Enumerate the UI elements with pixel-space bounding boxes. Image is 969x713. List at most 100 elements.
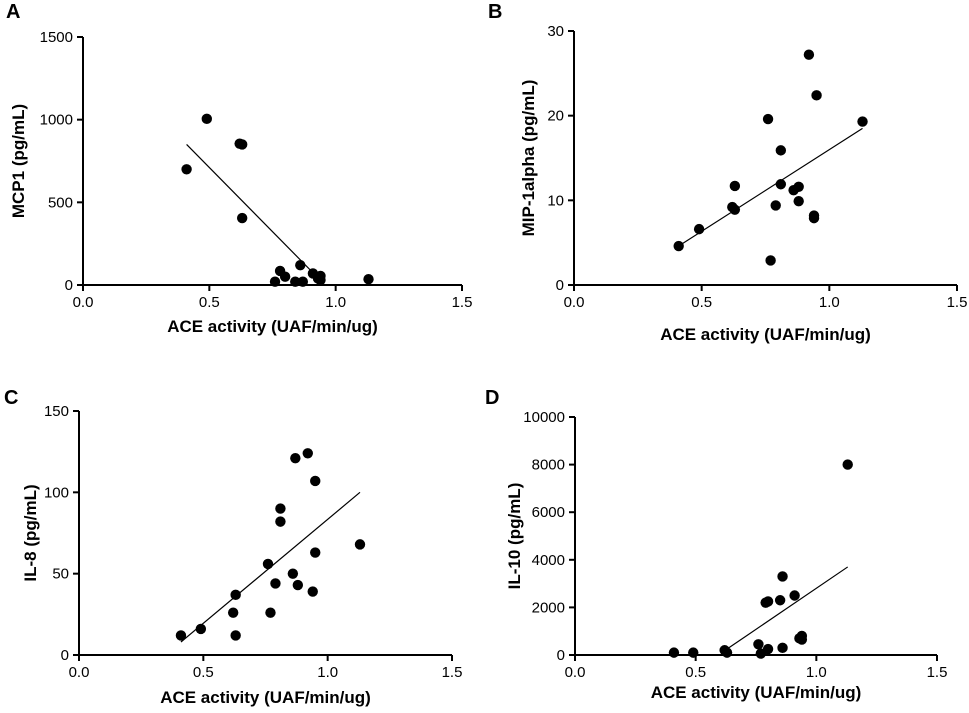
data-point (270, 578, 281, 589)
data-point (290, 276, 301, 287)
x-tick-label: 1.5 (947, 294, 968, 311)
data-point (808, 212, 820, 224)
x-tick-label: 0.0 (564, 294, 585, 311)
data-point (777, 571, 788, 582)
data-point (275, 503, 286, 514)
data-point (842, 459, 853, 470)
data-point (175, 630, 187, 641)
y-tick-label: 150 (44, 403, 69, 420)
chart-panel-c: C 0.0 0.5 1.0 1.5 0 50 100 150 ACE activity (UAF/… (4, 387, 462, 707)
data-point (236, 139, 248, 150)
x-tick-label: 1.5 (452, 294, 473, 311)
y-tick-label: 0 (65, 277, 73, 294)
data-point (668, 647, 680, 658)
y-tick-label: 0 (557, 647, 565, 664)
data-point (796, 634, 808, 645)
data-point (310, 475, 321, 487)
data-point (307, 586, 318, 597)
regression-line (678, 127, 863, 247)
x-tick-label: 0.5 (199, 294, 220, 311)
x-tick-label: 1.0 (325, 294, 346, 311)
data-point (775, 179, 787, 190)
y-tick-label: 10 (547, 192, 564, 209)
data-point (693, 223, 705, 235)
data-point (302, 448, 313, 459)
x-tick-label: 0.0 (69, 664, 90, 681)
panel-letter: B (488, 1, 502, 23)
y-tick-label: 2000 (532, 599, 565, 616)
y-tick-label: 1500 (40, 29, 73, 46)
data-point (857, 116, 868, 127)
data-point (762, 596, 774, 607)
data-point (315, 274, 326, 286)
data-point (279, 271, 291, 282)
data-point (265, 607, 276, 618)
data-point (673, 240, 684, 252)
data-point (789, 590, 800, 601)
data-point (287, 568, 299, 579)
y-tick-label: 100 (44, 484, 69, 501)
data-point (753, 639, 764, 650)
data-point (195, 623, 207, 635)
data-point (777, 642, 788, 654)
x-axis-title: ACE activity (UAF/min/ug) (160, 688, 371, 707)
x-tick-label: 1.5 (927, 664, 948, 681)
data-point (262, 558, 274, 570)
y-tick-label: 0 (61, 647, 69, 664)
data-point (688, 647, 699, 658)
data-point (230, 630, 241, 641)
y-tick-label: 1000 (40, 112, 73, 129)
chart-panel-a: A 0.0 0.5 1.0 1.5 0 500 1000 1500 ACE activity (U… (6, 1, 472, 336)
data-point (793, 181, 804, 192)
data-point (793, 195, 804, 207)
data-point (811, 90, 822, 101)
x-tick-label: 1.5 (442, 664, 463, 681)
data-point (765, 255, 776, 266)
data-point (729, 180, 741, 192)
y-tick-label: 50 (52, 566, 69, 583)
data-point (762, 643, 774, 655)
chart-panel-b: B 0.0 0.5 1.0 1.5 0 10 20 30 ACE activity (UAF/mi… (488, 1, 967, 344)
x-tick-label: 0.5 (685, 664, 706, 681)
chart-panel-d: D 0.0 0.5 1.0 1.5 0 2000 4000 6000 8000 10000 ACE a… (485, 387, 947, 702)
x-axis-title: ACE activity (UAF/min/ug) (651, 683, 862, 702)
data-point (803, 49, 815, 60)
regression-line (186, 144, 311, 271)
y-tick-label: 6000 (532, 504, 565, 521)
y-tick-label: 20 (547, 108, 564, 125)
panel-letter: A (6, 1, 20, 23)
x-axis-title: ACE activity (UAF/min/ug) (660, 325, 871, 344)
data-point (729, 204, 741, 215)
y-tick-label: 500 (48, 194, 73, 211)
y-axis-title: IL-10 (pg/mL) (505, 483, 524, 590)
data-point (297, 276, 309, 287)
y-tick-label: 10000 (523, 409, 565, 426)
data-point (721, 647, 733, 658)
data-point (363, 274, 374, 285)
y-axis-title: IL-8 (pg/mL) (21, 484, 40, 581)
data-point (310, 547, 321, 558)
x-tick-label: 0.5 (691, 294, 712, 311)
data-point (181, 164, 192, 175)
y-tick-label: 8000 (532, 457, 565, 474)
x-tick-label: 0.5 (193, 664, 214, 681)
y-axis-title: MCP1 (pg/mL) (9, 104, 28, 218)
y-tick-label: 0 (556, 277, 564, 294)
data-point (774, 595, 786, 606)
data-point (775, 145, 787, 156)
x-axis-title: ACE activity (UAF/min/ug) (167, 317, 378, 336)
y-axis-title: MIP-1alpha (pg/mL) (519, 80, 538, 237)
panel-letter: D (485, 387, 499, 409)
data-point (290, 452, 301, 464)
x-tick-label: 1.0 (317, 664, 338, 681)
data-point (236, 212, 248, 224)
x-tick-label: 1.0 (806, 664, 827, 681)
x-tick-label: 0.0 (73, 294, 94, 311)
y-tick-label: 30 (547, 23, 564, 40)
data-point (227, 607, 239, 618)
x-tick-label: 0.0 (565, 664, 586, 681)
y-tick-label: 4000 (532, 552, 565, 569)
data-point (354, 539, 366, 550)
x-tick-label: 1.0 (819, 294, 840, 311)
